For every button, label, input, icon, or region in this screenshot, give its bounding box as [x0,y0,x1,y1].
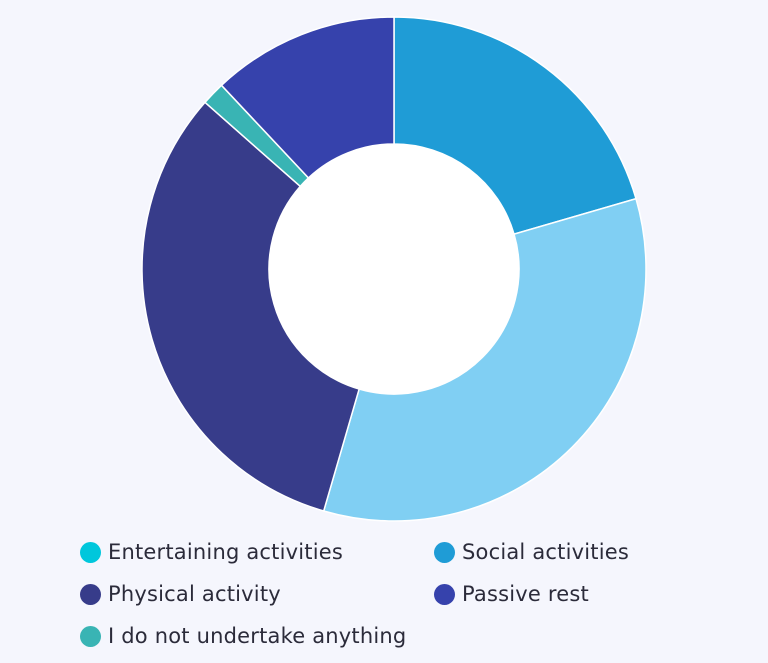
legend-label: I do not undertake anything [108,624,407,648]
legend-item-passive-rest[interactable]: Passive rest [434,582,740,606]
legend-swatch-passive-rest [434,583,455,605]
legend-item-social-activities[interactable]: Social activities [434,540,740,564]
legend-swatch-i-do-not-undertake-anything [80,625,101,647]
legend-swatch-social-activities [434,541,455,563]
legend-label: Passive rest [462,582,589,606]
legend-label: Entertaining activities [108,540,344,564]
legend-item-i-do-not-undertake-anything[interactable]: I do not undertake anything [80,624,434,648]
donut-chart [141,16,647,522]
legend-label: Physical activity [108,582,281,606]
legend-item-physical-activity[interactable]: Physical activity [80,582,434,606]
chart-legend: Entertaining activities Social activitie… [80,540,740,648]
slice-physical-activity[interactable] [141,101,361,512]
legend-label: Social activities [462,540,630,564]
donut-hole [269,144,519,394]
legend-item-entertaining-activities[interactable]: Entertaining activities [80,540,434,564]
legend-swatch-physical-activity [80,583,101,605]
legend-swatch-entertaining-activities [80,541,101,563]
